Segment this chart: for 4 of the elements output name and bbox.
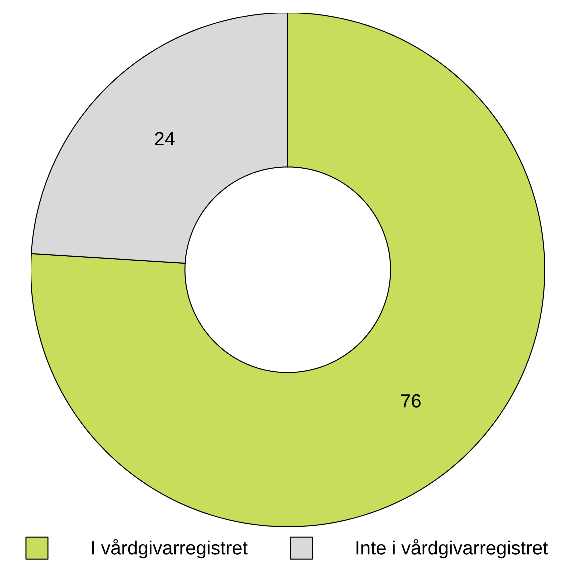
data-label: 76 — [402, 394, 421, 408]
legend-label: I vårdgivarregistret — [92, 539, 248, 559]
legend-label: Inte i vårdgivarregistret — [356, 539, 548, 559]
data-label: 24 — [155, 132, 175, 146]
